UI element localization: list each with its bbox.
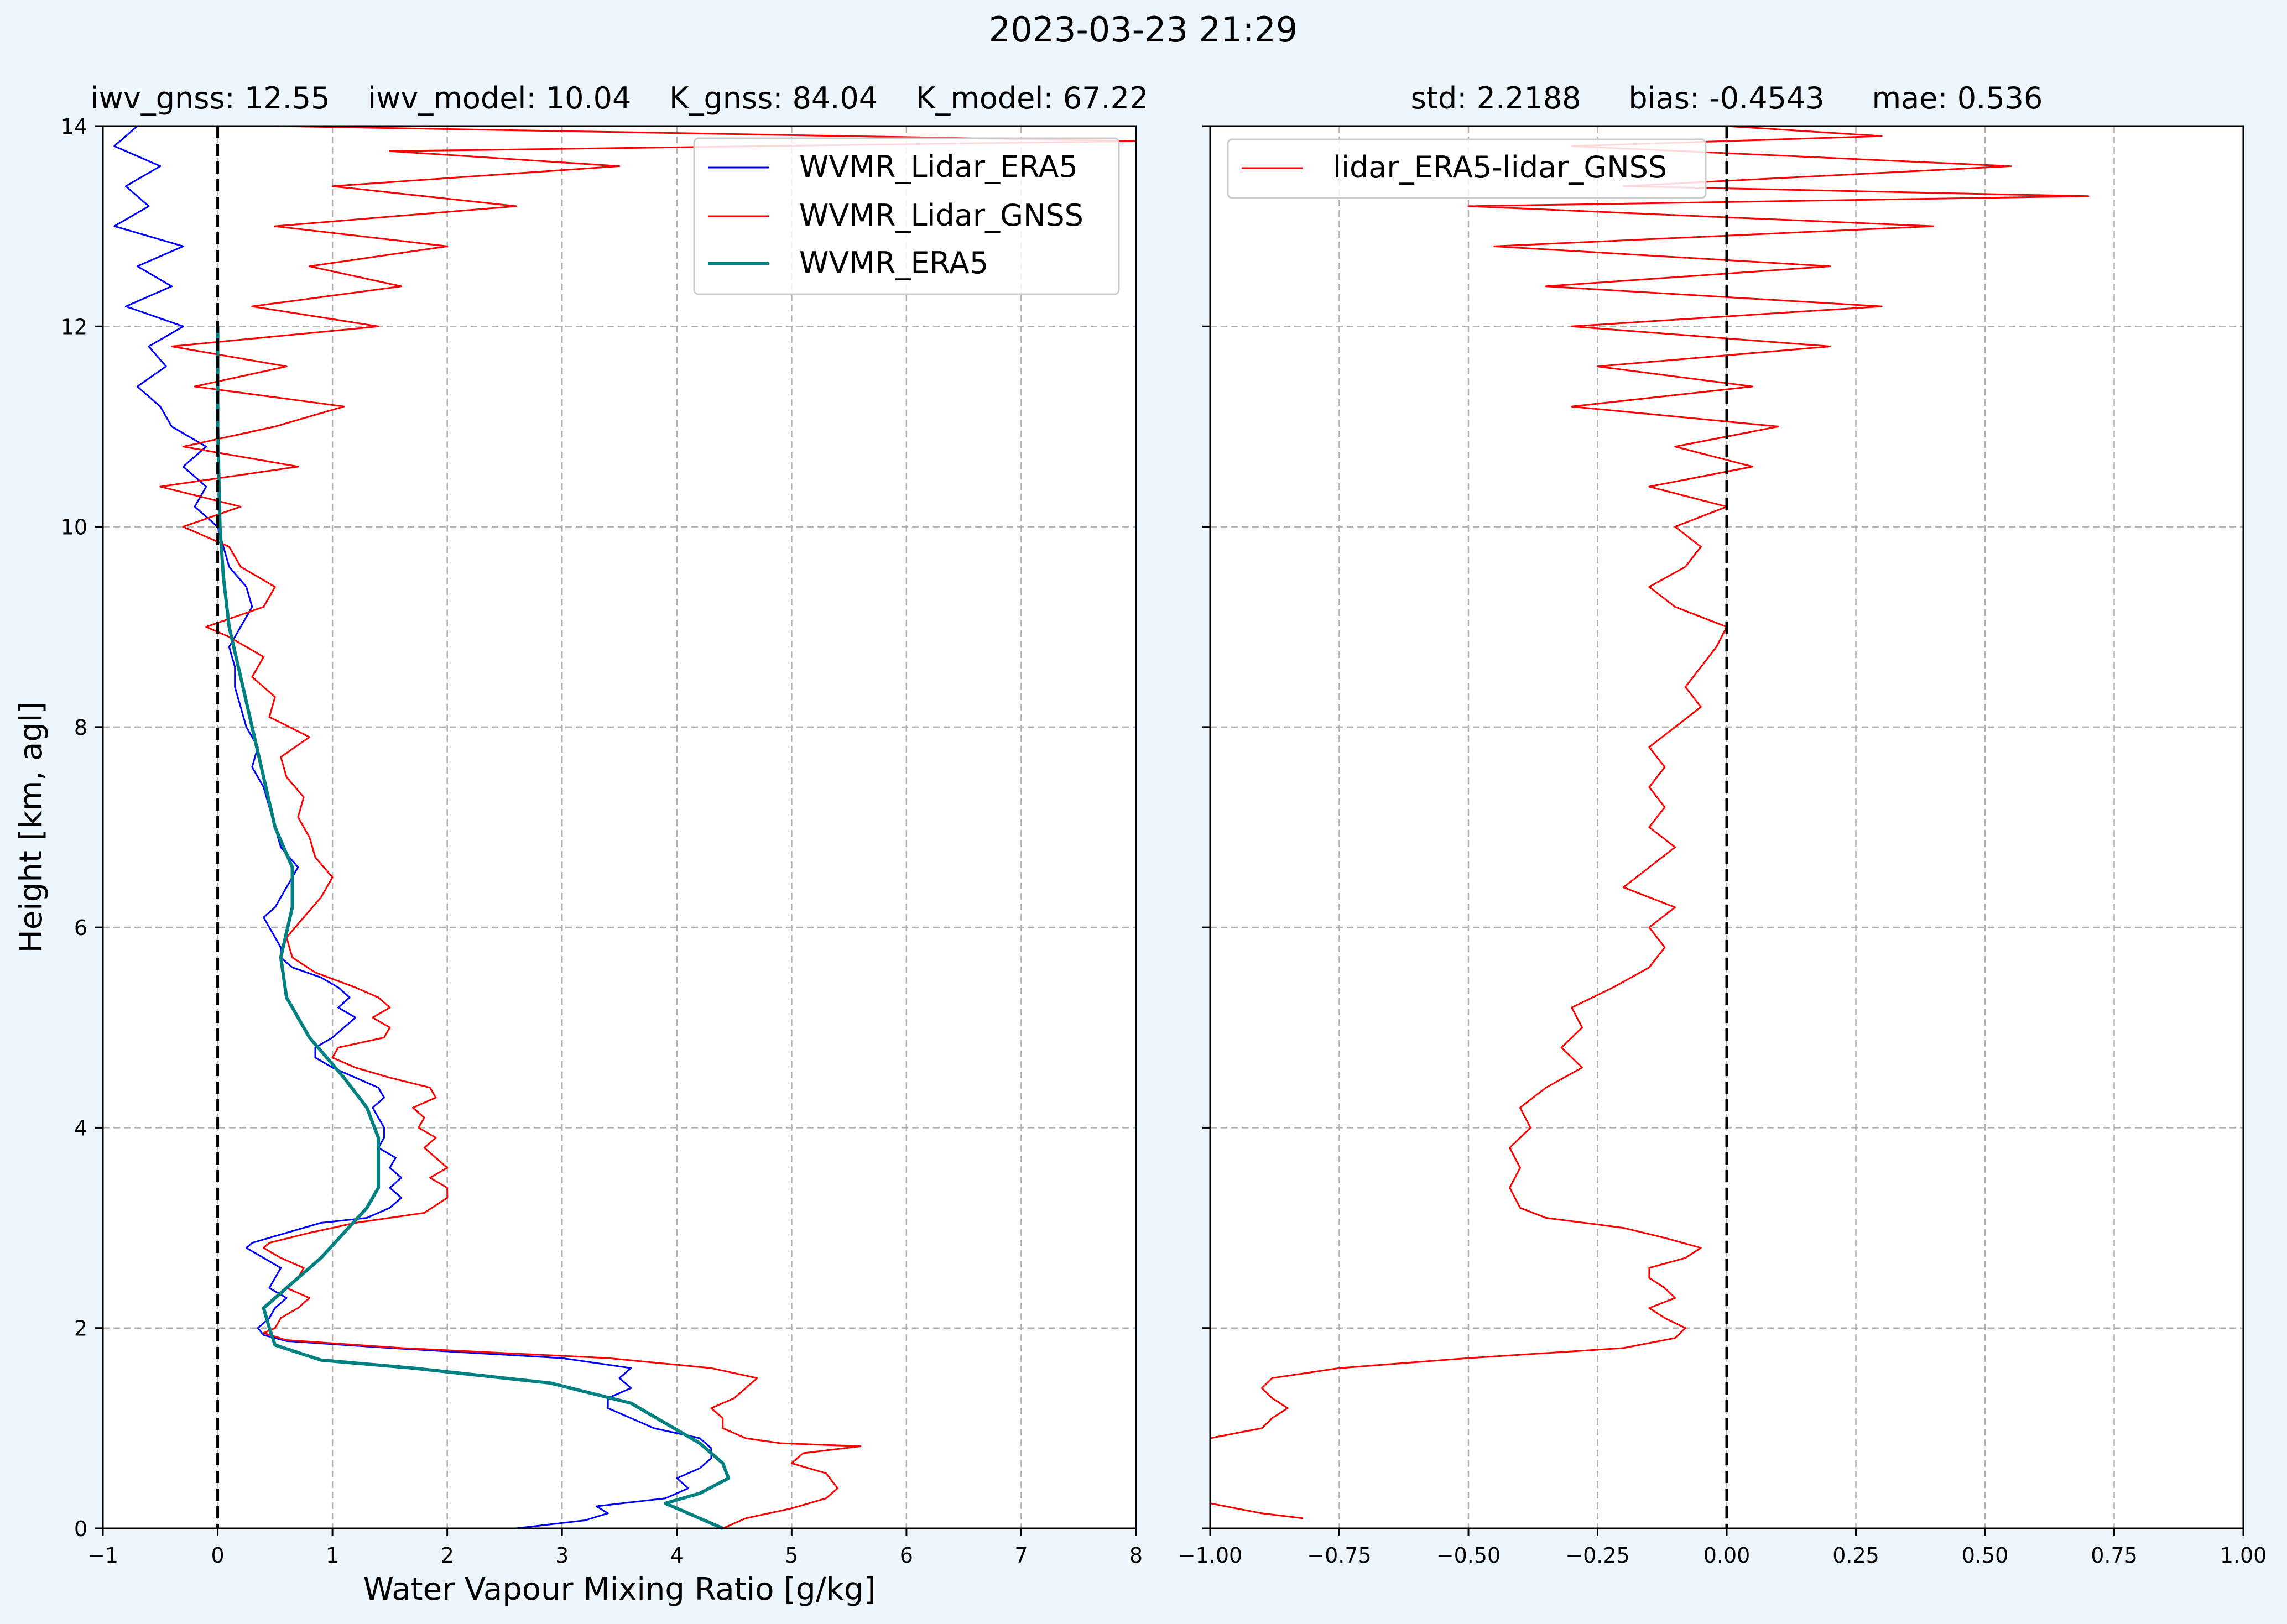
panel-title-right: std: 2.2188 bias: -0.4543 mae: 0.536 [1411,81,2043,116]
y-ticks-left: 0 2 4 6 8 10 12 14 [61,114,103,1541]
series-line-lidar-era5-lidar-gnss [1209,125,2090,1519]
y-axis-label: Height [km, agl] [13,702,49,953]
panel-difference: −1.00 −0.75 −0.50 −0.25 0.00 0.25 0.50 0.75 1.00… [1178,81,2267,1568]
legend-label-wvmr-lidar-era5: WVMR_Lidar_ERA5 [799,149,1078,184]
x-ticks-right: −1.00 −0.75 −0.50 −0.25 0.00 0.25 0.50 0.75 1.00 [1178,1528,2267,1568]
series-line-wvmr-lidar-era5 [113,125,712,1529]
series-line-wvmr-lidar-gnss [159,125,1137,1529]
legend-label-wvmr-lidar-gnss: WVMR_Lidar_GNSS [799,198,1083,233]
x-tick-label: 0.75 [2091,1543,2138,1568]
legend-box-left [693,137,1120,295]
legend-left: WVMR_Lidar_ERA5 WVMR_Lidar_GNSS WVMR_ERA… [693,137,1120,295]
x-tick-label: 7 [1014,1543,1028,1568]
x-tick-label: 0 [211,1543,224,1568]
x-tick-label: 3 [555,1543,569,1568]
y-tick-label: 4 [74,1116,87,1140]
y-tick-label: 10 [61,515,87,540]
x-tick-label: 0.00 [1703,1543,1751,1568]
x-tick-label: 0.25 [1832,1543,1879,1568]
legend-right: lidar_ERA5-lidar_GNSS [1227,138,1707,199]
y-tick-marks-right [1202,125,1210,1529]
y-tick-label: 14 [61,114,87,139]
legend-box-right [1227,138,1707,199]
x-tick-label: 1 [326,1543,339,1568]
x-tick-label: 4 [670,1543,684,1568]
y-tick-label: 6 [74,916,87,940]
x-axis-label-left: Water Vapour Mixing Ratio [g/kg] [363,1571,876,1607]
y-tick-label: 2 [74,1317,87,1341]
x-tick-label: 1.00 [2220,1543,2267,1568]
x-tick-label: −1.00 [1178,1543,1242,1568]
series-lines-left [113,125,1137,1530]
x-tick-label: −1 [87,1543,118,1568]
series-line-wvmr-era5 [216,326,731,1530]
x-tick-label: −0.25 [1565,1543,1629,1568]
y-tick-label: 8 [74,716,87,740]
x-tick-label: 2 [441,1543,454,1568]
x-tick-label: 6 [900,1543,913,1568]
series-lines-right [1209,125,2090,1519]
axes-frame-left [102,125,1137,1529]
x-tick-label: −0.75 [1307,1543,1371,1568]
figure-title: 2023-03-23 21:29 [989,9,1298,50]
x-tick-label: 5 [785,1543,798,1568]
panel-title-left: iwv_gnss: 12.55 iwv_model: 10.04 K_gnss:… [91,81,1149,116]
legend-label-wvmr-era5: WVMR_ERA5 [799,246,988,280]
x-tick-label: 0.50 [1962,1543,2009,1568]
plot-area-left [103,126,1136,1528]
x-tick-label: 8 [1129,1543,1143,1568]
legend-label-difference: lidar_ERA5-lidar_GNSS [1333,150,1667,185]
x-ticks-left: −1 0 1 2 3 4 5 6 7 8 [87,1528,1143,1568]
x-tick-label: −0.50 [1436,1543,1501,1568]
y-tick-label: 0 [74,1517,87,1541]
y-tick-label: 12 [61,315,87,339]
